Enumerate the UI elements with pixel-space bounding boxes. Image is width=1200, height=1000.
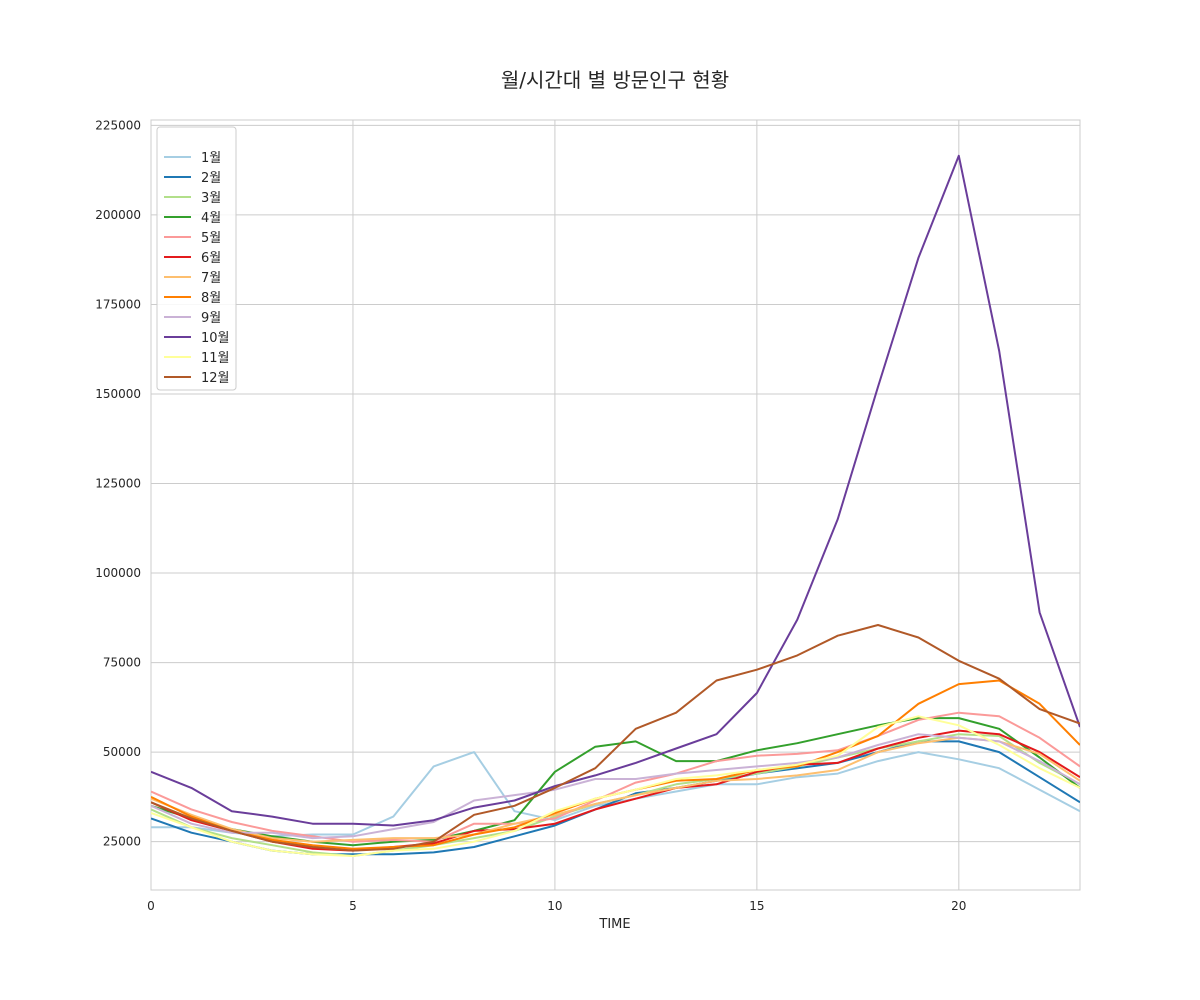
y-tick-label: 125000 xyxy=(95,477,141,491)
y-tick-label: 100000 xyxy=(95,566,141,580)
legend-box xyxy=(156,126,237,391)
legend: 1월 2월 3월 4월 5월 6월 7월 8월 9월 10월 11월 12월 xyxy=(156,126,237,391)
y-tick-label: 75000 xyxy=(103,656,141,670)
x-tick-label: 5 xyxy=(349,899,357,913)
axes: 0 5 10 15 20 25000 50000 75000 100000 125000 15000… xyxy=(95,118,966,913)
series-line-9 xyxy=(151,733,1080,840)
x-tick-label: 20 xyxy=(951,899,966,913)
x-tick-label: 0 xyxy=(147,899,155,913)
series-line-7 xyxy=(151,736,1080,843)
legend-label: 11월 xyxy=(201,351,230,366)
y-tick-label: 200000 xyxy=(95,208,141,222)
legend-label: 4월 xyxy=(201,211,221,226)
y-tick-label: 50000 xyxy=(103,745,141,759)
chart-title: 월/시간대 별 방문인구 현황 xyxy=(501,68,729,92)
legend-label: 5월 xyxy=(201,231,221,246)
plot-frame xyxy=(150,119,1081,891)
legend-label: 1월 xyxy=(201,151,221,166)
legend-label: 2월 xyxy=(201,171,221,186)
x-axis-label: TIME xyxy=(598,917,630,932)
legend-label: 8월 xyxy=(201,291,221,306)
series-line-2 xyxy=(151,740,1080,856)
series-line-11 xyxy=(151,715,1080,857)
x-tick-label: 15 xyxy=(749,899,764,913)
legend-label: 9월 xyxy=(201,311,221,326)
x-tick-label: 10 xyxy=(547,899,562,913)
legend-label: 12월 xyxy=(201,371,230,386)
series-line-12 xyxy=(151,624,1080,852)
y-tick-label: 175000 xyxy=(95,297,141,311)
series-line-8 xyxy=(151,679,1080,850)
series-line-10 xyxy=(151,154,1080,827)
y-tick-label: 150000 xyxy=(95,387,141,401)
legend-label: 7월 xyxy=(201,271,221,286)
y-tick-label: 225000 xyxy=(95,118,141,132)
legend-label: 3월 xyxy=(201,191,221,206)
grid xyxy=(150,119,1081,891)
series-line-6 xyxy=(151,729,1080,852)
legend-label: 6월 xyxy=(201,251,221,266)
series-lines xyxy=(151,154,1080,857)
legend-label: 10월 xyxy=(201,331,230,346)
y-tick-label: 25000 xyxy=(103,835,141,849)
series-line-5 xyxy=(151,711,1080,843)
